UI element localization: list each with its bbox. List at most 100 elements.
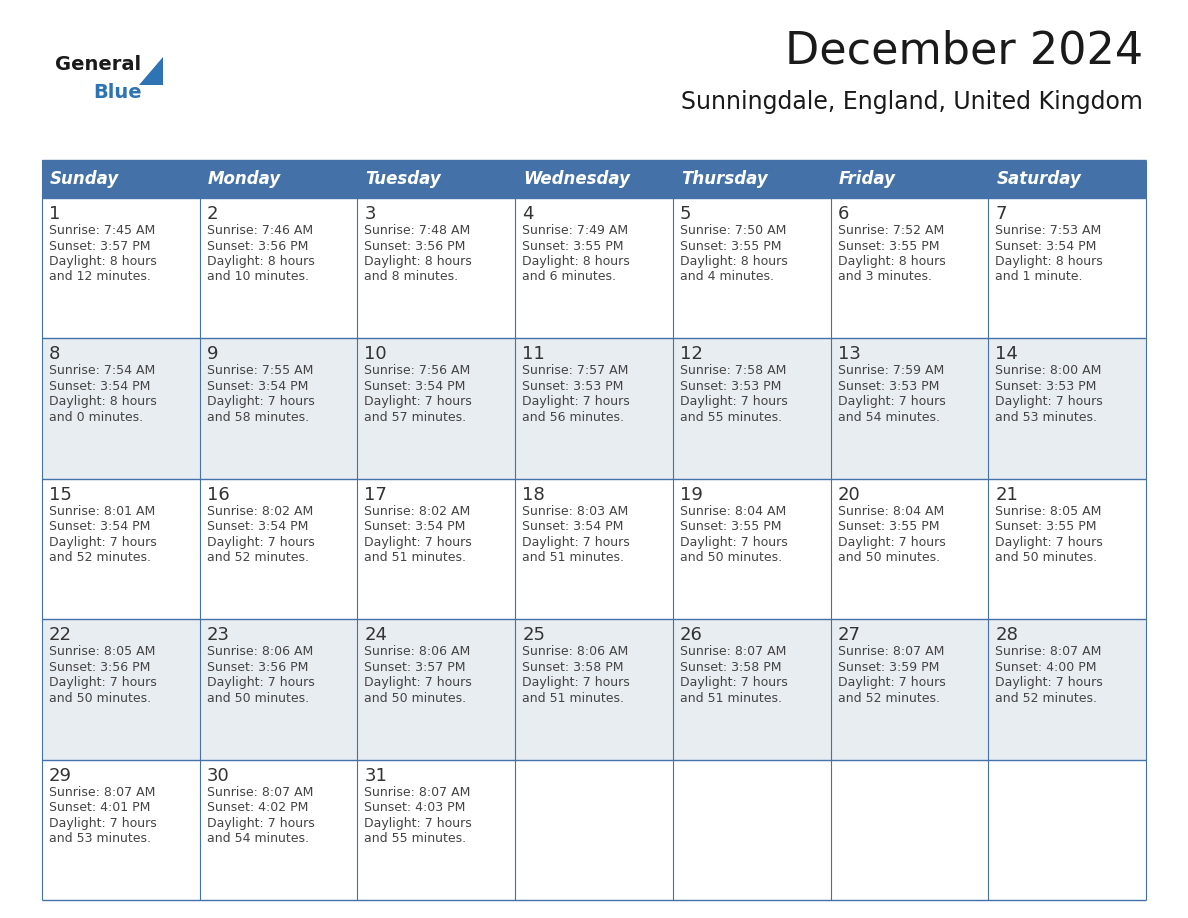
Text: and 53 minutes.: and 53 minutes. <box>49 832 151 845</box>
Bar <box>42 479 1146 620</box>
Polygon shape <box>139 57 163 85</box>
Text: Sunset: 3:54 PM: Sunset: 3:54 PM <box>49 380 151 393</box>
Text: and 55 minutes.: and 55 minutes. <box>365 832 467 845</box>
Text: Sunset: 3:57 PM: Sunset: 3:57 PM <box>365 661 466 674</box>
Text: Friday: Friday <box>839 170 896 188</box>
Text: Saturday: Saturday <box>997 170 1081 188</box>
Text: 19: 19 <box>680 486 703 504</box>
Text: Daylight: 7 hours: Daylight: 7 hours <box>49 536 157 549</box>
Text: Daylight: 7 hours: Daylight: 7 hours <box>207 677 315 689</box>
Text: Sunrise: 7:46 AM: Sunrise: 7:46 AM <box>207 224 312 237</box>
Text: Sunrise: 8:07 AM: Sunrise: 8:07 AM <box>838 645 944 658</box>
Text: and 0 minutes.: and 0 minutes. <box>49 411 143 424</box>
Text: Tuesday: Tuesday <box>366 170 441 188</box>
Text: Sunset: 3:55 PM: Sunset: 3:55 PM <box>996 521 1097 533</box>
Text: Sunrise: 8:06 AM: Sunrise: 8:06 AM <box>207 645 312 658</box>
Text: 30: 30 <box>207 767 229 785</box>
Text: Sunset: 4:03 PM: Sunset: 4:03 PM <box>365 801 466 814</box>
Text: Sunset: 3:53 PM: Sunset: 3:53 PM <box>996 380 1097 393</box>
Text: and 53 minutes.: and 53 minutes. <box>996 411 1098 424</box>
Text: Sunset: 3:56 PM: Sunset: 3:56 PM <box>365 240 466 252</box>
Text: and 50 minutes.: and 50 minutes. <box>996 552 1098 565</box>
Text: Thursday: Thursday <box>681 170 767 188</box>
Text: Daylight: 7 hours: Daylight: 7 hours <box>523 677 630 689</box>
Text: Monday: Monday <box>208 170 282 188</box>
Text: Sunrise: 8:06 AM: Sunrise: 8:06 AM <box>365 645 470 658</box>
Text: Sunset: 3:58 PM: Sunset: 3:58 PM <box>680 661 782 674</box>
Text: 28: 28 <box>996 626 1018 644</box>
Text: and 4 minutes.: and 4 minutes. <box>680 271 773 284</box>
Text: and 52 minutes.: and 52 minutes. <box>49 552 151 565</box>
Text: Sunrise: 7:48 AM: Sunrise: 7:48 AM <box>365 224 470 237</box>
Text: December 2024: December 2024 <box>785 30 1143 73</box>
Text: Sunrise: 8:05 AM: Sunrise: 8:05 AM <box>996 505 1101 518</box>
Text: 7: 7 <box>996 205 1006 223</box>
Text: Sunrise: 7:50 AM: Sunrise: 7:50 AM <box>680 224 786 237</box>
Text: Daylight: 8 hours: Daylight: 8 hours <box>49 255 157 268</box>
Text: and 54 minutes.: and 54 minutes. <box>207 832 309 845</box>
Text: and 8 minutes.: and 8 minutes. <box>365 271 459 284</box>
Text: 26: 26 <box>680 626 703 644</box>
Text: Sunrise: 8:06 AM: Sunrise: 8:06 AM <box>523 645 628 658</box>
Text: Sunrise: 8:07 AM: Sunrise: 8:07 AM <box>207 786 314 799</box>
Text: and 54 minutes.: and 54 minutes. <box>838 411 940 424</box>
Text: Daylight: 7 hours: Daylight: 7 hours <box>207 536 315 549</box>
Text: Daylight: 7 hours: Daylight: 7 hours <box>49 677 157 689</box>
Text: and 51 minutes.: and 51 minutes. <box>680 691 782 705</box>
Text: and 58 minutes.: and 58 minutes. <box>207 411 309 424</box>
Text: Sunrise: 8:07 AM: Sunrise: 8:07 AM <box>365 786 470 799</box>
Text: Sunrise: 7:59 AM: Sunrise: 7:59 AM <box>838 364 943 377</box>
Text: Daylight: 8 hours: Daylight: 8 hours <box>996 255 1102 268</box>
Text: Sunrise: 7:54 AM: Sunrise: 7:54 AM <box>49 364 156 377</box>
Text: Sunset: 3:57 PM: Sunset: 3:57 PM <box>49 240 151 252</box>
Text: 18: 18 <box>523 486 545 504</box>
Text: Sunrise: 8:07 AM: Sunrise: 8:07 AM <box>49 786 156 799</box>
Text: Sunset: 3:53 PM: Sunset: 3:53 PM <box>838 380 939 393</box>
Text: 27: 27 <box>838 626 860 644</box>
Text: and 50 minutes.: and 50 minutes. <box>207 691 309 705</box>
Text: and 52 minutes.: and 52 minutes. <box>838 691 940 705</box>
Text: Sunset: 3:59 PM: Sunset: 3:59 PM <box>838 661 939 674</box>
Text: Sunningdale, England, United Kingdom: Sunningdale, England, United Kingdom <box>681 90 1143 114</box>
Text: Sunset: 3:55 PM: Sunset: 3:55 PM <box>838 521 939 533</box>
Text: Daylight: 7 hours: Daylight: 7 hours <box>365 677 472 689</box>
Text: Sunrise: 8:02 AM: Sunrise: 8:02 AM <box>365 505 470 518</box>
Bar <box>42 198 1146 339</box>
Bar <box>42 160 1146 198</box>
Text: 14: 14 <box>996 345 1018 364</box>
Text: Daylight: 7 hours: Daylight: 7 hours <box>680 677 788 689</box>
Bar <box>42 759 1146 900</box>
Text: 12: 12 <box>680 345 703 364</box>
Text: and 51 minutes.: and 51 minutes. <box>365 552 467 565</box>
Text: Sunset: 3:55 PM: Sunset: 3:55 PM <box>680 240 782 252</box>
Text: Daylight: 8 hours: Daylight: 8 hours <box>523 255 630 268</box>
Text: and 50 minutes.: and 50 minutes. <box>838 552 940 565</box>
Text: Sunset: 3:55 PM: Sunset: 3:55 PM <box>838 240 939 252</box>
Text: and 52 minutes.: and 52 minutes. <box>996 691 1098 705</box>
Text: Sunset: 3:55 PM: Sunset: 3:55 PM <box>680 521 782 533</box>
Text: 23: 23 <box>207 626 229 644</box>
Text: Daylight: 7 hours: Daylight: 7 hours <box>838 677 946 689</box>
Text: Sunset: 3:54 PM: Sunset: 3:54 PM <box>523 521 624 533</box>
Text: Sunrise: 7:49 AM: Sunrise: 7:49 AM <box>523 224 628 237</box>
Text: 24: 24 <box>365 626 387 644</box>
Text: and 50 minutes.: and 50 minutes. <box>365 691 467 705</box>
Text: Daylight: 7 hours: Daylight: 7 hours <box>523 536 630 549</box>
Text: Wednesday: Wednesday <box>523 170 630 188</box>
Text: Sunset: 3:54 PM: Sunset: 3:54 PM <box>207 380 308 393</box>
Text: Daylight: 7 hours: Daylight: 7 hours <box>996 536 1102 549</box>
Text: and 52 minutes.: and 52 minutes. <box>207 552 309 565</box>
Text: Daylight: 7 hours: Daylight: 7 hours <box>207 817 315 830</box>
Text: Sunset: 3:56 PM: Sunset: 3:56 PM <box>49 661 151 674</box>
Text: and 50 minutes.: and 50 minutes. <box>680 552 782 565</box>
Text: 20: 20 <box>838 486 860 504</box>
Text: 15: 15 <box>49 486 72 504</box>
Text: Sunset: 3:56 PM: Sunset: 3:56 PM <box>207 661 308 674</box>
Text: Sunset: 4:01 PM: Sunset: 4:01 PM <box>49 801 151 814</box>
Text: 2: 2 <box>207 205 219 223</box>
Text: 6: 6 <box>838 205 849 223</box>
Text: and 1 minute.: and 1 minute. <box>996 271 1082 284</box>
Text: Daylight: 8 hours: Daylight: 8 hours <box>207 255 315 268</box>
Text: 10: 10 <box>365 345 387 364</box>
Text: Sunrise: 8:03 AM: Sunrise: 8:03 AM <box>523 505 628 518</box>
